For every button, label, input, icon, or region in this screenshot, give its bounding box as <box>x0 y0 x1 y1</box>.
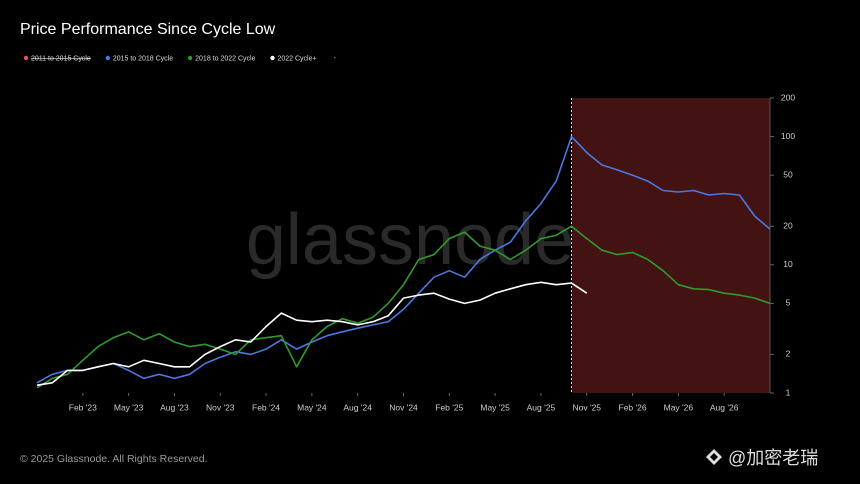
x-tick-label: May '26 <box>664 402 694 412</box>
legend-label: 2018 to 2022 Cycle <box>195 55 255 62</box>
x-tick-label: Nov '23 <box>206 402 235 412</box>
x-tick-label: May '23 <box>114 402 144 412</box>
x-tick-label: Feb '26 <box>619 402 647 412</box>
legend-dot <box>105 55 111 61</box>
legend-dot <box>23 55 29 61</box>
shaded-region <box>571 98 770 393</box>
chart-title: Price Performance Since Cycle Low <box>20 21 276 38</box>
credit: @加密老瑞 <box>728 448 818 468</box>
x-tick-label: Nov '25 <box>572 402 601 412</box>
x-tick-label: Feb '25 <box>435 402 463 412</box>
x-tick-label: Aug '25 <box>527 402 556 412</box>
legend-label: 2015 to 2018 Cycle <box>113 55 173 62</box>
x-tick-label: May '24 <box>297 402 327 412</box>
legend-label: 2022 Cycle+ <box>277 55 316 62</box>
legend-note: - <box>334 55 337 62</box>
x-tick-label: Aug '23 <box>160 402 189 412</box>
x-tick-label: Aug '24 <box>343 402 372 412</box>
series-line <box>36 225 771 389</box>
x-tick-label: May '25 <box>480 402 510 412</box>
x-tick-label: Nov '24 <box>389 402 418 412</box>
credit-logo <box>706 449 722 465</box>
watermark: glassnode <box>246 200 574 280</box>
y-tick-label: 100 <box>781 131 795 141</box>
x-tick-label: Feb '24 <box>252 402 280 412</box>
x-tick-label: Feb '23 <box>69 402 97 412</box>
y-tick-label: 1 <box>786 387 791 397</box>
footer: © 2025 Glassnode. All Rights Reserved. <box>20 453 208 465</box>
y-tick-label: 50 <box>783 169 793 179</box>
x-tick-label: Aug '26 <box>710 402 739 412</box>
legend-label: 2011 to 2015 Cycle <box>31 55 91 62</box>
legend-dot <box>187 55 193 61</box>
y-tick-label: 200 <box>781 92 795 102</box>
series-line <box>36 135 771 384</box>
series-line <box>36 281 588 386</box>
y-tick-label: 2 <box>786 349 791 359</box>
y-tick-label: 5 <box>786 298 791 308</box>
legend-dot <box>270 55 275 61</box>
y-tick-label: 10 <box>783 259 793 269</box>
y-tick-label: 20 <box>783 220 793 230</box>
